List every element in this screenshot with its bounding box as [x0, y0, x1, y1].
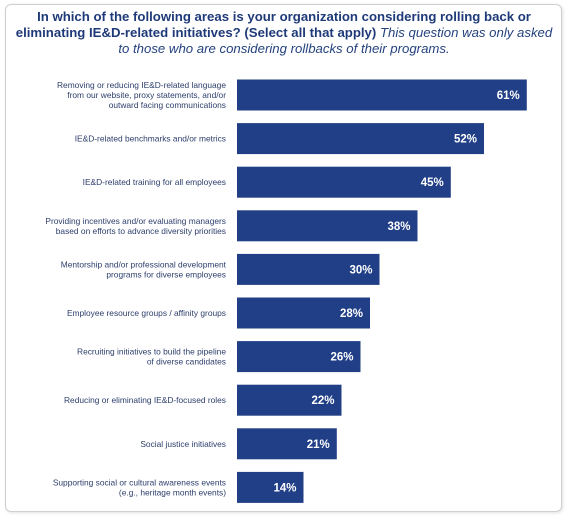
category-label-9: Social justice initiatives — [140, 439, 226, 449]
category-label-10-line-2: (e.g., heritage month events) — [119, 487, 226, 497]
category-label-5-line-2: programs for diverse employees — [106, 269, 226, 279]
bar-value-label-4: 38% — [387, 221, 410, 233]
bar-5 — [237, 253, 380, 285]
category-label-4-line-2: based on efforts to advance diversity pr… — [56, 226, 226, 236]
category-label-7-line-1: Recruiting initiatives to build the pipe… — [77, 347, 226, 357]
bar-3 — [237, 166, 451, 198]
category-label-2: IE&D-related benchmarks and/or metrics — [75, 134, 226, 144]
category-label-1-line-3: outward facing communications — [109, 100, 226, 110]
bar-7 — [237, 341, 361, 373]
bar-value-label-6: 28% — [340, 308, 363, 320]
bar-value-label-1: 61% — [497, 90, 520, 102]
bar-value-label-9: 21% — [307, 439, 330, 451]
bar-value-label-10: 14% — [273, 482, 296, 494]
bar-value-label-3: 45% — [421, 177, 444, 189]
category-label-3: IE&D-related training for all employees — [83, 177, 226, 187]
category-label-4-line-1: Providing incentives and/or evaluating m… — [45, 216, 226, 226]
category-label-1-line-2: from our website, proxy statements, and/… — [67, 90, 226, 100]
category-label-6: Employee resource groups / affinity grou… — [67, 308, 226, 318]
bar-2 — [237, 123, 484, 155]
title-note: This question was only asked to those wh… — [118, 25, 553, 56]
category-label-8: Reducing or eliminating IE&D-focused rol… — [64, 395, 226, 405]
bar-10 — [237, 471, 304, 503]
bar-value-label-8: 22% — [311, 395, 334, 407]
bar-value-label-2: 52% — [454, 134, 477, 146]
category-label-10-line-1: Supporting social or cultural awareness … — [53, 477, 226, 487]
bar-value-label-5: 30% — [349, 264, 372, 276]
bar-1 — [237, 79, 527, 111]
bar-4 — [237, 210, 418, 242]
category-label-1-line-1: Removing or reducing IE&D-related langua… — [57, 80, 226, 90]
bar-8 — [237, 384, 342, 416]
bar-9 — [237, 428, 337, 460]
bar-6 — [237, 297, 370, 329]
category-label-7-line-2: of diverse candidates — [147, 357, 226, 367]
bar-value-label-7: 26% — [330, 352, 353, 364]
chart-title: In which of the following areas is your … — [14, 9, 554, 57]
title-question: In which of the following areas is your … — [15, 9, 531, 40]
category-label-5-line-1: Mentorship and/or professional developme… — [61, 259, 227, 269]
